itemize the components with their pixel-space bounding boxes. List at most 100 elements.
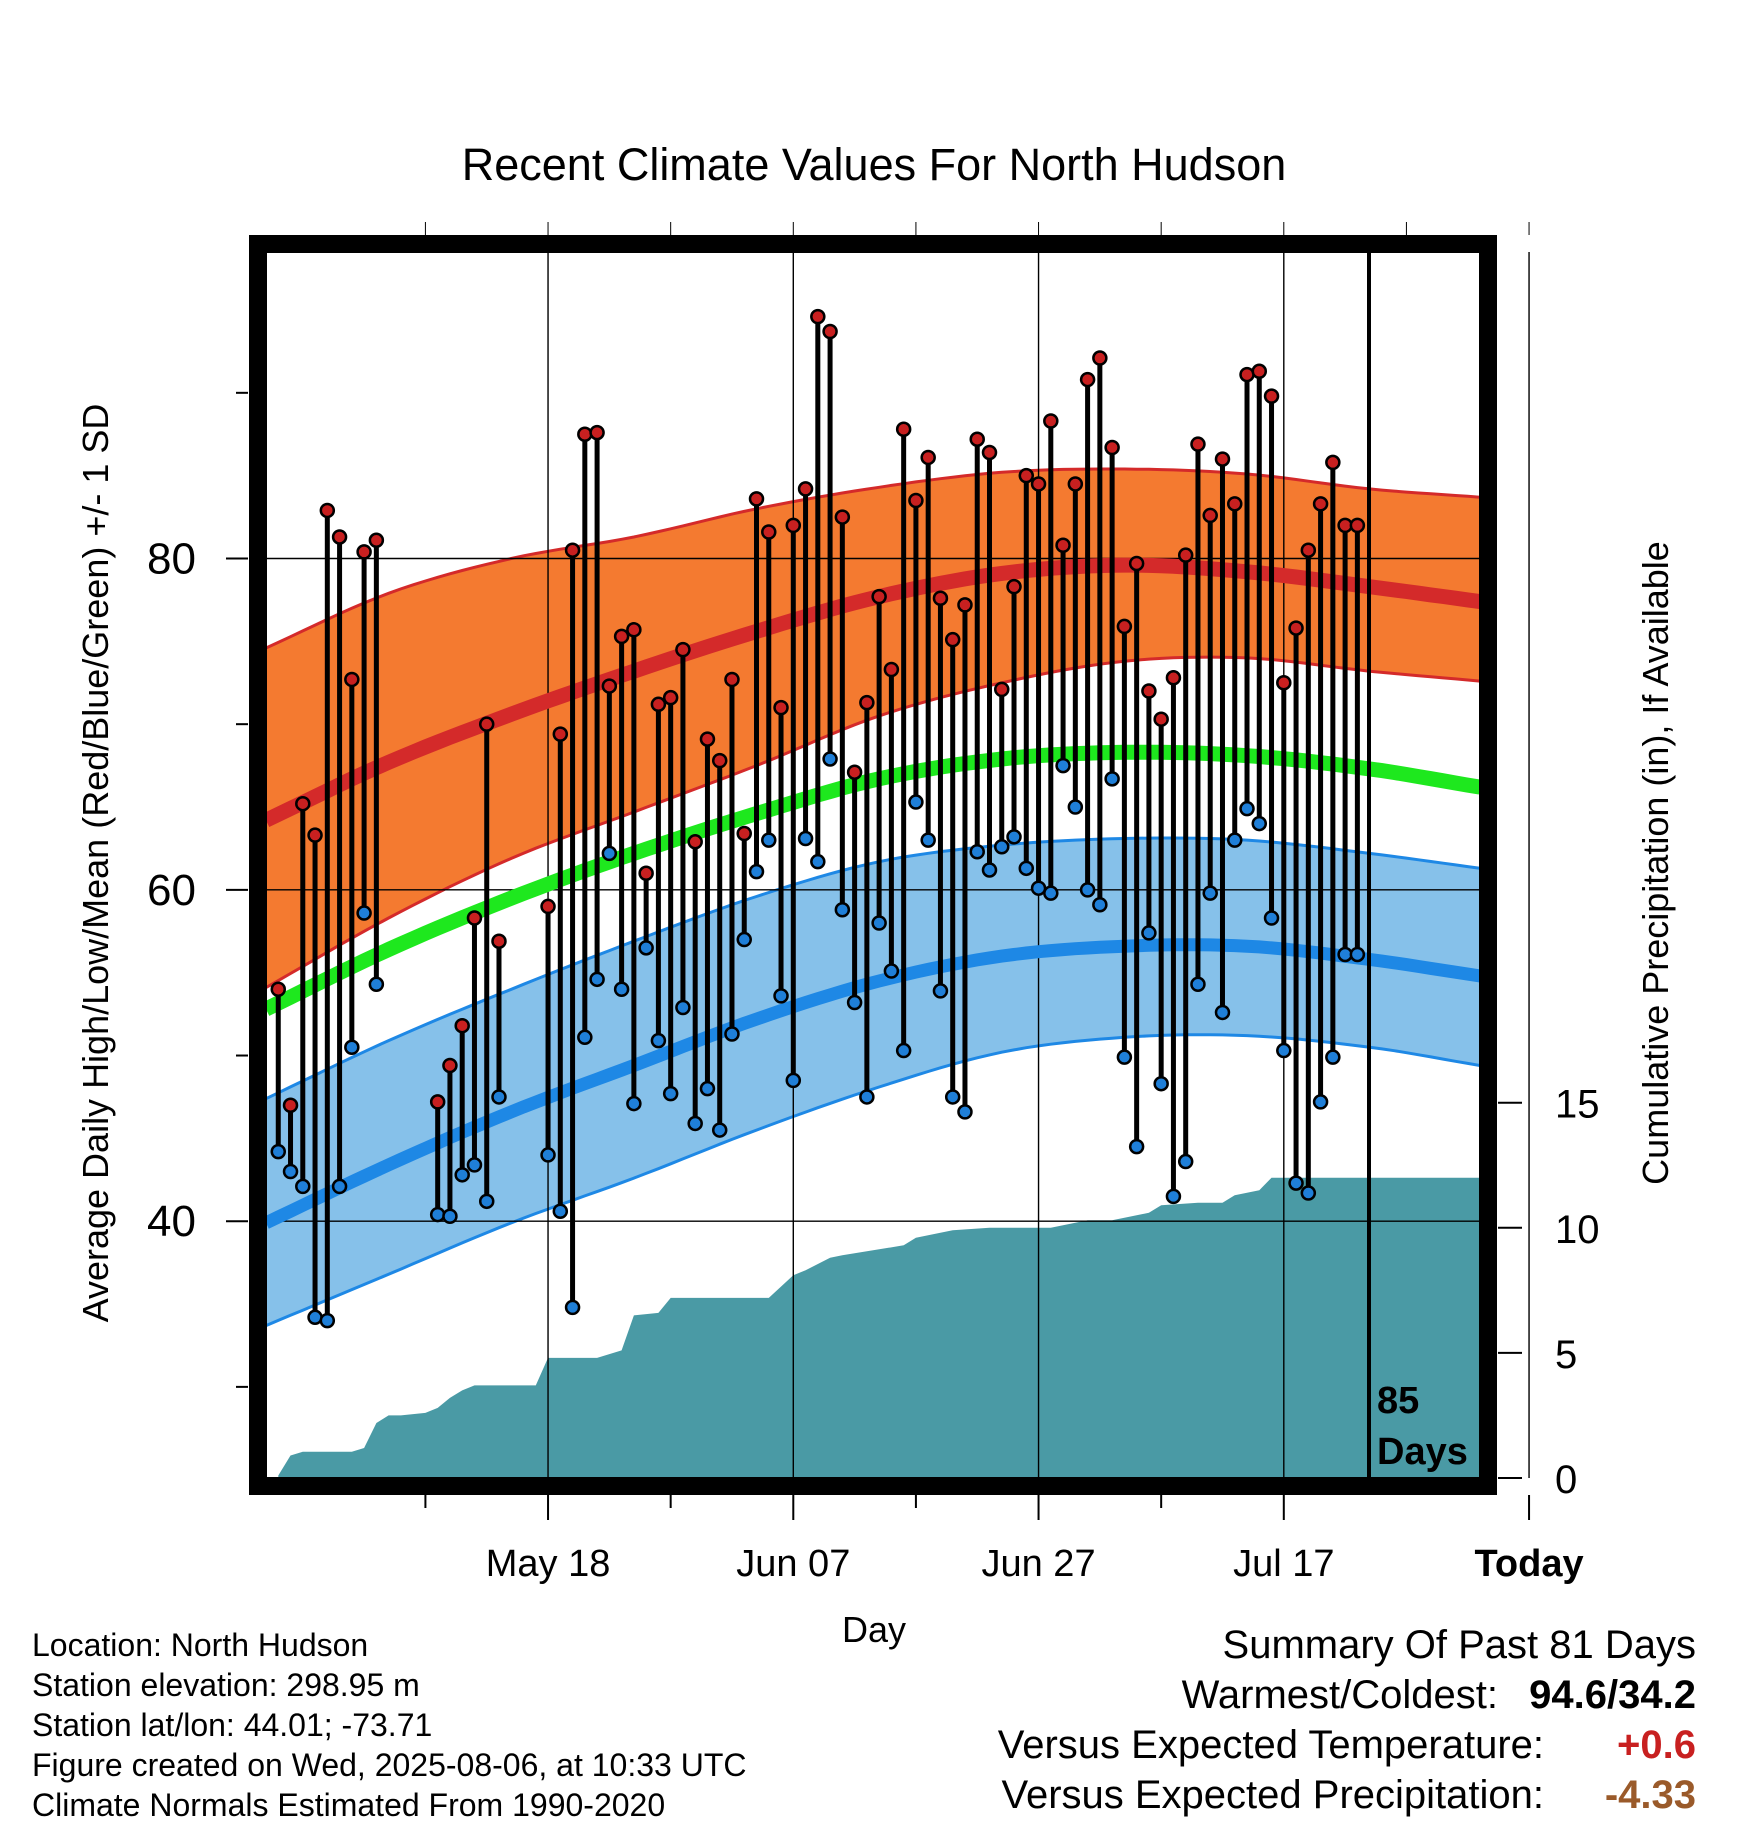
high-temp-point (1018, 467, 1035, 484)
high-temp-point (944, 631, 961, 648)
low-temp-point (834, 901, 851, 918)
low-temp-point (589, 971, 605, 988)
normal-low-line (266, 938, 1480, 1229)
high-temp-point (1214, 451, 1231, 467)
low-temp-point (1226, 832, 1243, 848)
chart-title: Recent Climate Values For North Hudson (462, 139, 1287, 190)
precip-anomaly-value: -4.33 (1604, 1773, 1696, 1817)
high-temp-point (1190, 436, 1206, 452)
high-temp-point (577, 426, 593, 442)
low-temp-point (908, 794, 924, 810)
high-temp-point (601, 678, 618, 694)
elevation-text: Station elevation: 298.95 m (32, 1667, 420, 1703)
summary-heading: Summary Of Past 81 Days (1222, 1623, 1696, 1667)
low-temp-point (319, 1312, 336, 1329)
location-text: Location: North Hudson (32, 1627, 369, 1663)
low-temp-point (1276, 1042, 1292, 1059)
y-axis-label: Average Daily High/Low/Mean (Red/Blue/Gr… (75, 404, 116, 1323)
low-temp-point (344, 1039, 360, 1055)
temp-anomaly-value: +0.6 (1617, 1723, 1696, 1767)
high-temp-point (319, 502, 336, 519)
low-temp-point (1325, 1049, 1341, 1065)
high-normal-band (266, 469, 1480, 988)
y2-tick-label-15: 15 (1555, 1083, 1600, 1127)
low-temp-point (957, 1104, 973, 1120)
high-temp-point (932, 590, 949, 607)
temp-anomaly-row: Versus Expected Temperature: +0.6 (998, 1720, 1696, 1770)
x-tick-label-0: May 18 (486, 1543, 611, 1585)
high-temp-point (736, 825, 752, 842)
x-tick-label-1: Jun 07 (736, 1543, 850, 1585)
low-normal-band (266, 838, 1480, 1326)
low-temp-point (478, 1193, 495, 1210)
high-temp-point (307, 827, 323, 843)
high-temp-point (491, 933, 507, 949)
low-temp-point (1312, 1094, 1329, 1110)
low-temp-point (773, 988, 789, 1004)
low-temp-point (331, 1178, 348, 1195)
low-temp-point (1239, 800, 1255, 817)
high-temp-point (883, 661, 900, 678)
low-temp-point (1177, 1153, 1194, 1170)
low-temp-point (1251, 815, 1268, 832)
low-temp-point (564, 1299, 581, 1316)
high-temp-point (994, 681, 1010, 698)
low-temp-point (1104, 771, 1120, 787)
high-temp-point (626, 621, 642, 638)
y-tick-label-80: 80 (147, 535, 196, 584)
y2-tick-label-10: 10 (1555, 1208, 1600, 1252)
low-temp-point (662, 1085, 679, 1102)
low-temp-point (540, 1147, 556, 1163)
high-temp-point (1300, 542, 1317, 558)
low-temp-point (944, 1089, 961, 1105)
low-temp-point (785, 1072, 802, 1089)
high-temp-point (564, 542, 581, 558)
summary-panel: Summary Of Past 81 Days Warmest/Coldest:… (998, 1620, 1696, 1820)
high-temp-point (270, 981, 287, 998)
high-temp-point (1276, 675, 1292, 691)
low-temp-point (736, 931, 752, 948)
high-temp-point (1128, 555, 1145, 572)
low-temp-point (429, 1206, 446, 1223)
high-temp-point (871, 588, 887, 605)
normal-bands (266, 467, 1480, 1327)
low-temp-point (1006, 829, 1022, 845)
high-temp-point (1165, 670, 1182, 686)
low-temp-point (687, 1115, 703, 1132)
high-temp-point (1092, 350, 1108, 366)
high-temp-point (846, 764, 863, 780)
high-temp-point (981, 444, 998, 461)
high-temp-point (282, 1097, 299, 1113)
low-temp-point (810, 853, 826, 870)
high-temp-point (1104, 439, 1120, 456)
x-axis-label: Day (842, 1609, 906, 1650)
low-temp-point (1116, 1049, 1133, 1065)
low-temp-point (994, 839, 1010, 855)
high-temp-point (1177, 547, 1194, 563)
precipitation-area (278, 1177, 1480, 1478)
high-temp-point (908, 492, 924, 509)
high-temp-point (650, 696, 667, 713)
plot-frame (249, 235, 1497, 1495)
high-temp-point (1079, 371, 1096, 388)
low-temp-point (638, 940, 654, 956)
high-temp-point (822, 323, 838, 340)
high-temp-point (1006, 578, 1022, 595)
normals-text: Climate Normals Estimated From 1990-2020 (32, 1787, 666, 1823)
low-temp-point (552, 1203, 569, 1220)
created-text: Figure created on Wed, 2025-08-06, at 10… (32, 1747, 747, 1783)
high-temp-point (859, 694, 875, 711)
y2-tick-label-0: 0 (1555, 1458, 1577, 1502)
high-temp-point (1226, 496, 1243, 512)
high-temp-point (1312, 496, 1329, 512)
high-temp-point (442, 1057, 458, 1074)
latlon-text: Station lat/lon: 44.01; -73.71 (32, 1707, 433, 1743)
y-tick-label-60: 60 (147, 866, 196, 915)
low-temp-point (577, 1029, 593, 1046)
low-temp-point (613, 981, 630, 998)
low-temp-point (1190, 976, 1206, 993)
observations (270, 308, 1366, 1329)
low-temp-point (748, 863, 765, 880)
y2-axis-label: Cumulative Precipitation (in), If Availa… (1635, 541, 1676, 1185)
